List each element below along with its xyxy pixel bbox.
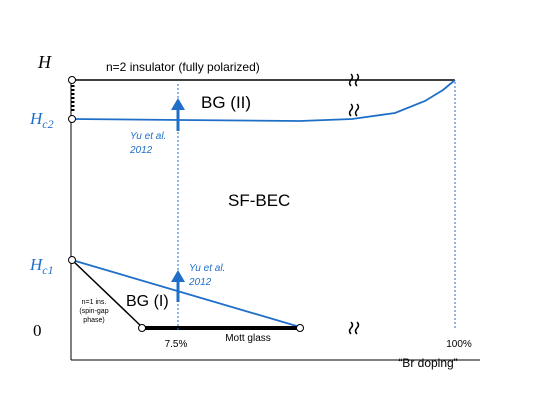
point-mott-end	[296, 324, 304, 332]
x-tick-100: 100%	[446, 339, 472, 350]
bg2-label: BG (II)	[201, 93, 251, 112]
n1-insulator-label-line2: (spin-gap	[79, 308, 108, 315]
yu-upper-line1: Yu et al.	[130, 131, 166, 142]
yu-lower-line2: 2012	[188, 277, 212, 288]
bg1-label: BG (I)	[126, 293, 169, 310]
point-hc1	[68, 256, 76, 264]
x-axis-label: “Br doping”	[398, 356, 457, 370]
n1-insulator-label-line1: n=1 ins.	[82, 299, 107, 306]
y-tick-zero: 0	[33, 321, 42, 340]
n2-insulator-label: n=2 insulator (fully polarized)	[106, 60, 260, 74]
axis-break-mark-bottom	[348, 321, 360, 335]
yu-lower-line1: Yu et al.	[189, 263, 225, 274]
sfbec-label: SF-BEC	[228, 191, 290, 210]
lower-yu-arrow	[171, 270, 185, 302]
n1-insulator-label-line3: phase)	[83, 317, 104, 324]
axis-break-mark-top	[348, 73, 360, 87]
point-7-5-percent	[138, 324, 146, 332]
y-tick-hc2: Hc2	[29, 109, 54, 131]
hc1-boundary-line	[71, 259, 301, 328]
y-axis-label: H	[37, 52, 52, 72]
upper-yu-arrow	[171, 98, 185, 131]
mott-glass-label: Mott glass	[225, 333, 271, 344]
point-top-left	[68, 76, 76, 84]
spin-gap-boundary-line	[71, 259, 143, 328]
yu-upper-line2: 2012	[129, 145, 153, 156]
x-tick-7-5: 7.5%	[165, 339, 188, 350]
y-tick-hc1: Hc1	[29, 255, 54, 277]
axis-break-mark-middle	[348, 103, 360, 117]
hc2-boundary-curve	[71, 79, 456, 122]
point-hc2	[68, 115, 76, 123]
